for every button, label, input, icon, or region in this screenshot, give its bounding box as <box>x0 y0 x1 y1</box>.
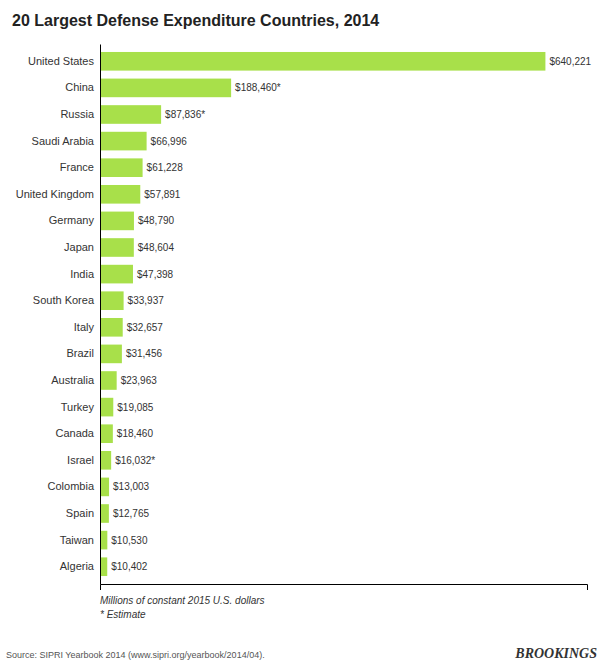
y-tick: China <box>65 81 95 93</box>
bar <box>100 238 134 257</box>
data-label: $10,402 <box>111 561 148 572</box>
y-tick-label: Italy <box>74 321 95 333</box>
data-label: $18,460 <box>117 428 154 439</box>
y-tick-label: Spain <box>66 507 94 519</box>
y-tick: United Kingdom <box>16 188 94 200</box>
bar <box>100 212 134 231</box>
data-label: $87,836* <box>165 109 205 120</box>
source: Source: SIPRI Yearbook 2014 (www.sipri.o… <box>6 650 265 660</box>
bar <box>100 79 231 98</box>
y-tick-label: China <box>65 81 95 93</box>
bar <box>100 557 107 576</box>
data-label: $31,456 <box>126 348 163 359</box>
bar <box>100 504 109 523</box>
chart: 20 Largest Defense Expenditure Countries… <box>0 0 603 666</box>
y-tick: Taiwan <box>60 534 94 546</box>
y-tick: United States <box>28 55 95 67</box>
y-tick-label: United States <box>28 55 95 67</box>
y-tick: Turkey <box>61 401 95 413</box>
logo-text: BROOKINGS <box>514 646 597 661</box>
bar <box>100 105 161 124</box>
y-tick-label: United Kingdom <box>16 188 94 200</box>
footnote: Millions of constant 2015 U.S. dollars <box>100 595 265 606</box>
y-axis: United States China Russia Saudi Arabia Fran… <box>16 45 101 585</box>
bar <box>100 451 111 470</box>
footnote: * Estimate <box>100 609 146 620</box>
data-label: $23,963 <box>121 375 158 386</box>
data-label: $61,228 <box>147 162 184 173</box>
data-label: $10,530 <box>111 535 148 546</box>
y-tick-label: France <box>60 161 94 173</box>
bar <box>100 185 140 204</box>
title: 20 Largest Defense Expenditure Countries… <box>12 12 379 29</box>
y-tick-label: Germany <box>49 214 95 226</box>
y-tick-label: South Korea <box>33 294 95 306</box>
y-axis-line <box>100 45 101 585</box>
data-labels: $640,221 $188,460* $87,836* $66,996 $61,228 $… <box>111 56 591 572</box>
bar <box>100 318 123 337</box>
bar <box>100 158 143 177</box>
y-tick: Australia <box>51 374 95 386</box>
y-tick: Brazil <box>66 347 94 359</box>
x-axis-line <box>101 585 588 591</box>
y-tick: Algeria <box>60 560 95 572</box>
y-tick: Italy <box>74 321 95 333</box>
bar <box>100 132 147 151</box>
y-tick-label: Saudi Arabia <box>32 135 95 147</box>
data-label: $57,891 <box>144 189 181 200</box>
annotations: Millions of constant 2015 U.S. dollars * … <box>6 595 597 661</box>
y-tick: Israel <box>67 454 94 466</box>
y-tick: Colombia <box>48 480 95 492</box>
y-tick: Spain <box>66 507 94 519</box>
data-label: $188,460* <box>235 82 281 93</box>
y-tick: Saudi Arabia <box>32 135 95 147</box>
data-label: $12,765 <box>113 508 150 519</box>
y-tick: Canada <box>55 427 94 439</box>
y-tick: Russia <box>60 108 95 120</box>
data-label: $48,604 <box>138 242 175 253</box>
y-tick-label: India <box>70 268 95 280</box>
bar <box>100 398 113 417</box>
x-axis <box>101 585 588 591</box>
y-tick-label: Israel <box>67 454 94 466</box>
y-tick-label: Turkey <box>61 401 95 413</box>
bar <box>100 345 122 364</box>
data-label: $32,657 <box>127 322 164 333</box>
data-label: $19,085 <box>117 402 154 413</box>
bar <box>100 531 107 550</box>
bar <box>100 265 133 284</box>
y-tick: Japan <box>64 241 94 253</box>
bar <box>100 52 545 71</box>
y-tick-label: Taiwan <box>60 534 94 546</box>
bar <box>100 291 124 310</box>
y-tick-label: Russia <box>60 108 95 120</box>
data-label: $640,221 <box>549 56 591 67</box>
y-tick: Germany <box>49 214 95 226</box>
y-tick-label: Algeria <box>60 560 95 572</box>
y-tick: France <box>60 161 94 173</box>
bar <box>100 371 117 390</box>
y-tick: South Korea <box>33 294 95 306</box>
y-tick-label: Brazil <box>66 347 94 359</box>
data-label: $13,003 <box>113 481 150 492</box>
bars <box>100 52 545 576</box>
y-tick: India <box>70 268 95 280</box>
data-label: $33,937 <box>128 295 165 306</box>
data-label: $48,790 <box>138 215 175 226</box>
y-tick-label: Colombia <box>48 480 95 492</box>
y-tick-label: Australia <box>51 374 95 386</box>
y-tick-label: Canada <box>55 427 94 439</box>
y-tick-label: Japan <box>64 241 94 253</box>
data-label: $16,032* <box>115 455 155 466</box>
data-label: $66,996 <box>151 136 188 147</box>
data-label: $47,398 <box>137 269 174 280</box>
bar <box>100 478 109 497</box>
bar <box>100 424 113 443</box>
plot: $640,221 $188,460* $87,836* $66,996 $61,228 $… <box>16 45 592 591</box>
